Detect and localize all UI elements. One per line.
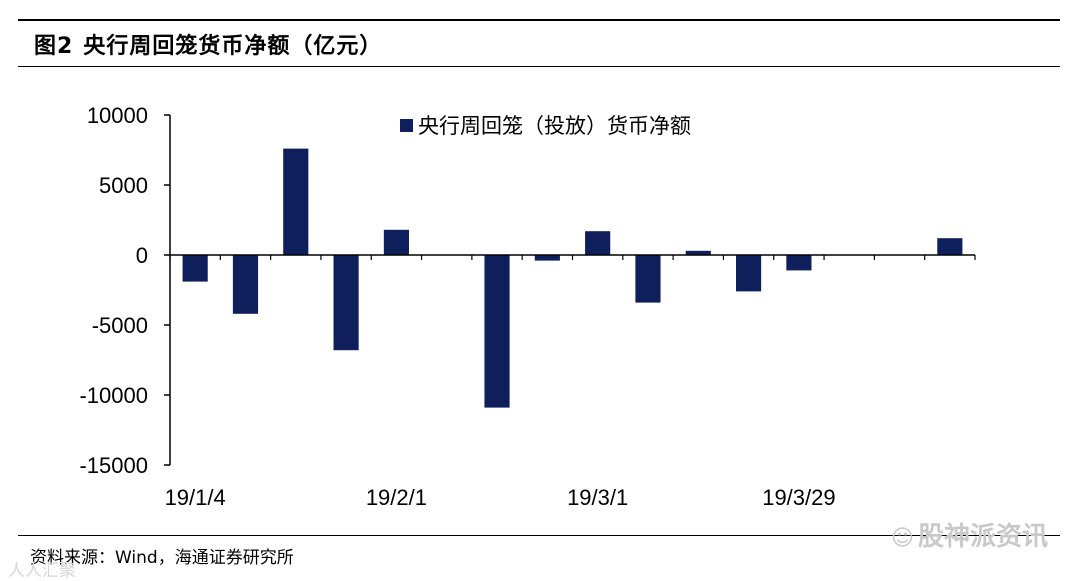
bar: [232, 255, 259, 314]
legend-label: 央行周回笼（投放）货币净额: [418, 114, 691, 138]
y-tick-label: -15000: [79, 453, 148, 478]
y-tick-label: -5000: [92, 313, 148, 338]
figure-caption: 央行周回笼货币净额（亿元）: [83, 34, 383, 59]
x-tick-label: 19/3/29: [762, 485, 835, 510]
bar: [685, 250, 711, 255]
bar: [534, 255, 560, 261]
y-tick-label: -10000: [79, 383, 148, 408]
y-tick-label: 0: [136, 243, 148, 268]
bar: [383, 229, 409, 255]
legend-swatch: [400, 119, 413, 132]
bar: [585, 231, 611, 255]
bar-chart: 10000 5000 0 -5000 -10000 -15000 19/1/4 19/2/1 1…: [79, 103, 976, 510]
bar: [736, 255, 762, 292]
bar: [484, 255, 510, 408]
figure-title: 图2 央行周回笼货币净额（亿元）: [34, 28, 382, 60]
x-tick-label: 19/2/1: [366, 485, 427, 510]
wechat-icon: ☺: [891, 526, 914, 551]
bottom-rule: [18, 535, 1060, 536]
bar: [182, 255, 208, 282]
watermark: ☺ 股神派资讯: [891, 516, 1048, 553]
x-tick-label: 19/1/4: [165, 485, 226, 510]
watermark-text: 股神派资讯: [917, 522, 1048, 552]
y-tick-label: 10000: [87, 103, 148, 128]
figure-number: 图2: [34, 34, 74, 59]
bar: [283, 148, 309, 255]
bar: [635, 255, 661, 303]
y-tick-label: 5000: [99, 173, 148, 198]
title-rule: [18, 66, 1060, 67]
top-rule: [18, 19, 1060, 21]
bar: [937, 238, 963, 255]
bar: [333, 255, 359, 351]
source-note: 资料来源：Wind，海通证券研究所: [30, 548, 294, 568]
bar: [786, 255, 812, 271]
corner-watermark: 人人汇聚: [8, 561, 76, 581]
x-tick-label: 19/3/1: [567, 485, 628, 510]
